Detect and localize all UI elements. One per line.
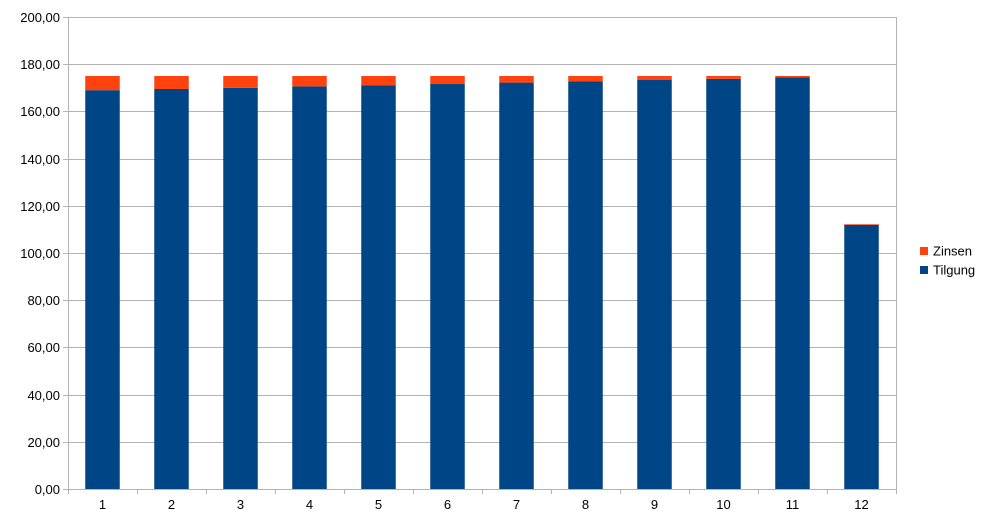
bar-zinsen [706,76,741,79]
bar-zinsen [292,76,327,87]
bar-zinsen [844,224,879,225]
gridlines [68,17,896,443]
bar-zinsen [775,76,810,78]
x-tick-label: 11 [786,497,800,512]
bar-tilgung [361,85,396,489]
bar-zinsen [85,76,120,91]
legend: Zinsen Tilgung [920,244,975,278]
bar-tilgung [844,224,879,489]
x-tick-label: 7 [513,497,520,512]
y-tick-label: 20,00 [27,435,60,450]
legend-label-tilgung: Tilgung [933,263,975,278]
y-tick-label: 200,00 [20,10,60,25]
bar-tilgung [706,78,741,489]
bar-zinsen [568,76,603,82]
y-tick-label: 80,00 [27,293,60,308]
y-tick-label: 160,00 [20,104,60,119]
bar-tilgung [568,81,603,489]
x-tick-label: 5 [375,497,382,512]
legend-swatch-zinsen [920,247,928,255]
bar-tilgung [430,84,465,490]
x-tick-label: 9 [651,497,658,512]
bar-tilgung [637,80,672,490]
x-tick-label: 10 [716,497,730,512]
y-tick-label: 180,00 [20,57,60,72]
bar-tilgung [223,87,258,490]
x-tick-label: 12 [854,497,868,512]
x-tick-label: 3 [237,497,244,512]
y-tick-label: 120,00 [20,199,60,214]
y-tick-label: 40,00 [27,388,60,403]
y-tick-label: 60,00 [27,340,60,355]
bar-tilgung [292,86,327,489]
bar-zinsen [223,76,258,88]
y-tick-label: 100,00 [20,246,60,261]
bar-tilgung [775,77,810,489]
y-tick-label: 0,00 [35,482,60,497]
y-tick-label: 140,00 [20,152,60,167]
axes: 0,00 20,00 40,00 60,00 80,00 100,00 120,00 140,… [20,10,897,512]
bar-zinsen [637,76,672,81]
bar-tilgung [85,90,120,489]
x-tick-label: 8 [582,497,589,512]
bar-tilgung [499,82,534,489]
bar-zinsen [154,76,189,89]
x-tick-label: 4 [306,497,313,512]
legend-label-zinsen: Zinsen [933,244,972,259]
legend-swatch-tilgung [920,266,928,274]
bar-tilgung [154,88,189,489]
bar-zinsen [361,76,396,86]
bar-zinsen [430,76,465,85]
x-tick-label: 2 [168,497,175,512]
x-tick-label: 1 [99,497,106,512]
bar-zinsen [499,76,534,83]
bars [85,76,879,490]
x-tick-label: 6 [444,497,451,512]
